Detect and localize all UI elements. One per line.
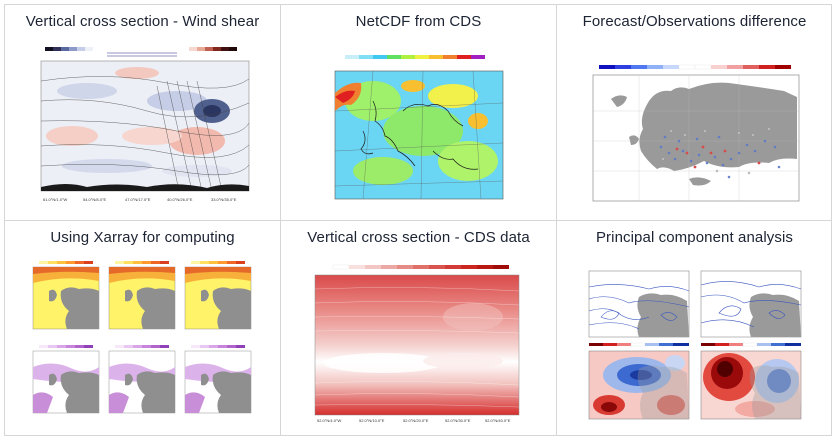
gallery-card-difference[interactable]: Forecast/Observations difference (557, 5, 832, 220)
gallery-card-cds-cross-section[interactable]: Vertical cross section - CDS data (281, 221, 556, 436)
svg-text:61.0°N/1.0°W: 61.0°N/1.0°W (43, 197, 68, 202)
svg-text:52.0°N/4.0°W: 52.0°N/4.0°W (317, 418, 342, 423)
card-title: Forecast/Observations difference (582, 13, 807, 30)
netcdf-thumbnail (303, 41, 535, 209)
gallery-card-netcdf[interactable]: NetCDF from CDS (281, 5, 556, 220)
pca-thumbnail (579, 257, 811, 425)
gallery-card-pca[interactable]: Principal component analysis (557, 221, 832, 436)
svg-text:40.0°N/26.0°E: 40.0°N/26.0°E (167, 197, 193, 202)
difference-thumbnail (579, 41, 811, 209)
cds-cross-section-thumbnail: 52.0°N/4.0°W 52.0°N/10.0°E 52.0°N/20.0°E 5… (303, 257, 535, 425)
svg-text:52.0°N/40.0°E: 52.0°N/40.0°E (485, 418, 511, 423)
xarray-thumbnail (27, 257, 259, 425)
svg-text:52.0°N/30.0°E: 52.0°N/30.0°E (445, 418, 471, 423)
gallery-card-xarray[interactable]: Using Xarray for computing (5, 221, 280, 436)
card-title: Vertical cross section - CDS data (307, 229, 530, 246)
svg-text:52.0°N/20.0°E: 52.0°N/20.0°E (403, 418, 429, 423)
wind-shear-thumbnail: 61.0°N/1.0°W 54.0°N/8.0°E 47.0°N/17.0°E 40… (27, 41, 259, 209)
card-title: Principal component analysis (595, 229, 794, 246)
card-title: NetCDF from CDS (355, 13, 482, 30)
svg-text:52.0°N/10.0°E: 52.0°N/10.0°E (359, 418, 385, 423)
divider (5, 220, 831, 221)
card-title: Using Xarray for computing (50, 229, 235, 246)
svg-text:33.0°N/35.0°E: 33.0°N/35.0°E (211, 197, 237, 202)
svg-text:54.0°N/8.0°E: 54.0°N/8.0°E (83, 197, 107, 202)
example-gallery: Vertical cross section - Wind shear (4, 4, 832, 436)
card-title: Vertical cross section - Wind shear (25, 13, 260, 30)
svg-text:47.0°N/17.0°E: 47.0°N/17.0°E (125, 197, 151, 202)
gallery-card-wind-shear[interactable]: Vertical cross section - Wind shear (5, 5, 280, 220)
